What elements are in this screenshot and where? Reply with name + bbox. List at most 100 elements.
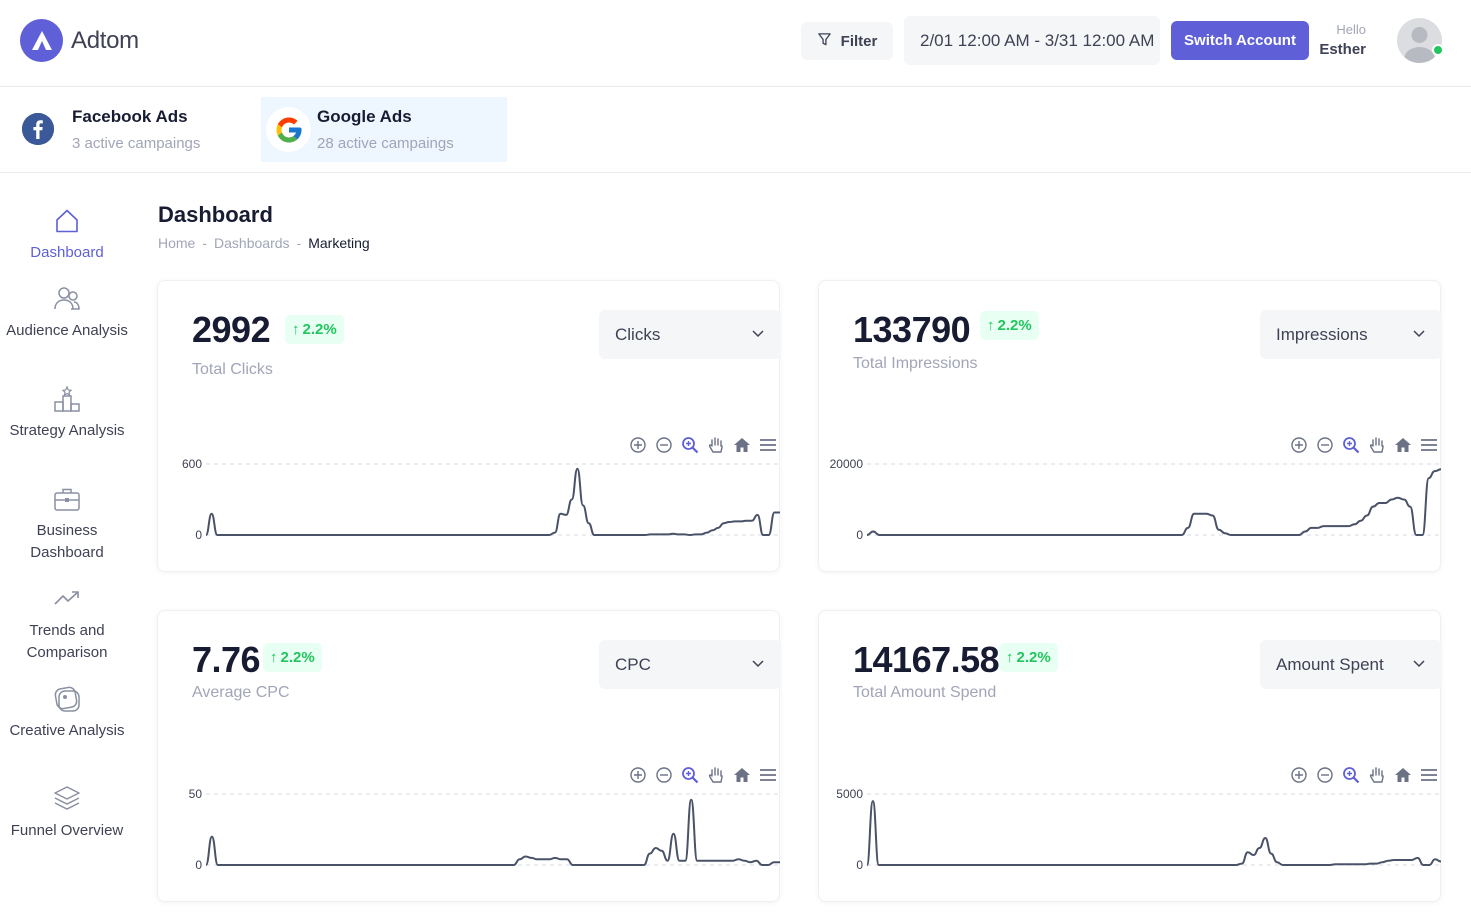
pan-hand-icon[interactable] [706,765,726,785]
metric-select[interactable]: Clicks [599,310,781,359]
sidebar-item-dashboard[interactable]: Dashboard [0,202,134,264]
chart-menu-icon[interactable] [1419,435,1439,455]
clicks-line-chart: 600 0 [182,457,780,542]
metric-select[interactable]: CPC [599,640,781,689]
sidebar-item-label: Trends and Comparison [26,622,108,661]
zoom-in-icon[interactable] [628,435,648,455]
sidebar-item-funnel-overview[interactable]: Funnel Overview [0,780,134,842]
chart-menu-icon[interactable] [758,435,778,455]
reset-home-icon[interactable] [1393,765,1413,785]
sidebar-item-label: Dashboard [30,244,104,261]
google-icon [266,107,311,152]
breadcrumb-separator: - [202,235,208,251]
chevron-down-icon [1412,655,1426,675]
pan-hand-icon[interactable] [1367,435,1387,455]
avatar[interactable] [1397,18,1442,63]
zoom-in-icon[interactable] [1289,435,1309,455]
impressions-line-chart: 20000 0 [830,457,1442,542]
series-line [205,798,780,866]
account-title: Google Ads [317,107,412,126]
zoom-out-icon[interactable] [1315,765,1335,785]
pan-hand-icon[interactable] [706,435,726,455]
metric-label: Total Clicks [192,361,273,378]
chevron-down-icon [751,655,765,675]
change-badge: ↑ 2.2% [999,643,1058,672]
chart-toolbar [628,435,778,455]
account-google-ads[interactable]: Google Ads 28 active campaings [261,97,507,162]
chevron-down-icon [1412,325,1426,345]
reset-home-icon[interactable] [732,435,752,455]
layers-icon [0,780,134,814]
breadcrumb: Home - Dashboards - Marketing [158,235,370,251]
sidebar-item-label: Funnel Overview [10,822,124,839]
page-title: Dashboard [158,202,273,227]
metric-label: Average CPC [192,684,290,701]
zoom-in-icon[interactable] [1289,765,1309,785]
chart-menu-icon[interactable] [758,765,778,785]
breadcrumb-home-link[interactable]: Home [158,235,196,251]
selection-zoom-icon[interactable] [1341,435,1361,455]
sidebar-item-business-dashboard[interactable]: Business Dashboard [0,480,134,564]
filter-button[interactable]: Filter [801,22,893,60]
chevron-down-icon [751,325,765,345]
pan-hand-icon[interactable] [1367,765,1387,785]
sidebar-item-strategy-analysis[interactable]: Strategy Analysis [0,380,134,442]
metric-value: 14167.58 [853,639,1000,680]
cpc-line-chart: 50 0 [189,787,780,872]
sidebar-item-label: Strategy Analysis [9,422,125,439]
creative-icon [0,680,134,714]
metric-select[interactable]: Amount Spent [1260,640,1442,689]
reset-home-icon[interactable] [1393,435,1413,455]
clicks-card: 2992 ↑ 2.2% Total Clicks Clicks 600 0 [157,280,781,572]
y-tick-label: 5000 [836,787,863,801]
arrow-up-icon: ↑ [292,321,300,338]
metric-select[interactable]: Impressions [1260,310,1442,359]
chart-menu-icon[interactable] [1419,765,1439,785]
sidebar-item-audience-analysis[interactable]: Audience Analysis [0,280,134,342]
reset-home-icon[interactable] [732,765,752,785]
selection-zoom-icon[interactable] [680,435,700,455]
zoom-out-icon[interactable] [1315,435,1335,455]
series-line [205,467,780,537]
y-tick-label: 600 [182,457,202,471]
selection-zoom-icon[interactable] [1341,765,1361,785]
trend-icon [0,580,134,614]
y-tick-label: 20000 [830,457,864,471]
filter-icon [817,32,832,51]
change-badge: ↑ 2.2% [980,311,1039,340]
sidebar-item-label: Audience Analysis [6,322,128,339]
top-header: Adtom Filter 2/01 12:00 AM - 3/31 12:00 … [0,0,1471,87]
logo-mark-icon [20,19,63,62]
date-range-picker[interactable]: 2/01 12:00 AM - 3/31 12:00 AM [904,16,1160,65]
y-tick-label: 0 [195,528,202,542]
sidebar-item-creative-analysis[interactable]: Creative Analysis [0,680,134,742]
podium-icon [0,380,134,414]
series-line [866,468,1442,536]
amount-spent-card: 14167.58 ↑ 2.2% Total Amount Spend Amount… [818,610,1442,902]
y-tick-label: 0 [195,858,202,872]
change-badge: ↑ 2.2% [263,643,322,672]
arrow-up-icon: ↑ [1006,649,1014,666]
cpc-card: 7.76 ↑ 2.2% Average CPC CPC 50 0 [157,610,781,902]
sidebar-item-trends-and-comparison[interactable]: Trends and Comparison [0,580,134,664]
zoom-out-icon[interactable] [654,435,674,455]
metric-label: Total Impressions [853,355,978,372]
y-tick-label: 0 [856,858,863,872]
brand-name: Adtom [71,26,139,54]
metric-label: Total Amount Spend [853,684,997,701]
online-status-dot [1432,44,1444,56]
account-subtitle: 3 active campaings [72,135,201,152]
account-facebook-ads[interactable]: Facebook Ads 3 active campaings [0,97,250,162]
zoom-out-icon[interactable] [654,765,674,785]
facebook-icon [22,113,54,145]
breadcrumb-dashboards-link[interactable]: Dashboards [214,235,290,251]
series-line [866,800,1442,866]
filter-label: Filter [840,32,878,50]
switch-account-button[interactable]: Switch Account [1171,21,1309,60]
account-subtitle: 28 active campaings [317,135,454,152]
account-title: Facebook Ads [72,107,188,126]
user-menu[interactable]: Hello Esther [1319,18,1450,66]
brand-logo[interactable]: Adtom [20,19,139,62]
zoom-in-icon[interactable] [628,765,648,785]
selection-zoom-icon[interactable] [680,765,700,785]
